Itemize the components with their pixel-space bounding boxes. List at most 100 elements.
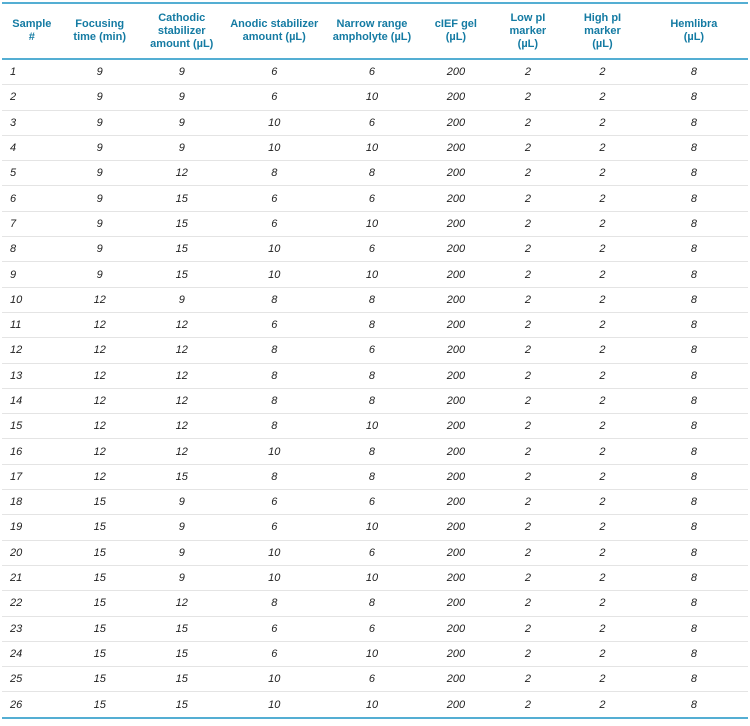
table-row: 26 15 15 10 10 200 2 2 8 [2,691,748,718]
cell-low_pi_marker: 2 [490,564,566,591]
cell-cief_gel: 200 [421,640,491,667]
cell-narrow_range_ampholyte: 10 [322,261,422,288]
cell-hemlibra: 8 [639,489,748,515]
cell-sample_number: 1 [10,66,17,79]
cell-cathodic_stabilizer_amount: 12 [137,590,226,617]
cell-cathodic_stabilizer_amount: 9 [137,109,226,136]
cell-anodic_stabilizer_amount: 8 [225,286,323,313]
cell-anodic_stabilizer_amount: 10 [225,564,323,591]
table-row: 10 12 9 8 8 200 2 2 8 [2,286,748,313]
cell-narrow_range_ampholyte: 6 [322,337,422,364]
cell-hemlibra: 8 [639,387,748,414]
cell-narrow_range_ampholyte: 6 [322,615,422,642]
cell-cathodic_stabilizer_amount: 9 [178,66,185,79]
cell-hemlibra: 8 [639,134,748,161]
cell-cief_gel: 200 [421,236,491,262]
cell-focusing_time: 9 [96,66,103,79]
cell-sample_number: 10 [2,286,62,313]
cell-sample_number: 13 [2,362,62,389]
cell-hemlibra: 8 [639,691,748,718]
cell-focusing_time: 12 [61,337,138,364]
cell-cief_gel: 200 [421,564,491,591]
cell-anodic_stabilizer_amount: 6 [271,66,278,79]
cell-sample_number: 9 [2,261,62,288]
cell-low_pi_marker: 2 [490,590,566,617]
cell-cief_gel: 200 [421,590,491,617]
cell-high_pi_marker: 2 [565,311,640,338]
column-header-cathodic_stabilizer_amount: Cathodic stabilizer amount (µL) [137,3,226,60]
cell-cathodic_stabilizer_amount: 15 [137,691,226,718]
table-row: 23 15 15 6 6 200 2 2 8 [2,615,748,642]
table-row: 2 9 9 6 10 200 2 2 8 [2,84,748,111]
cell-low_pi_marker: 2 [490,666,566,692]
cell-anodic_stabilizer_amount: 10 [225,438,323,465]
cell-hemlibra: 8 [639,337,748,364]
cell-focusing_time: 15 [61,590,138,617]
column-header-low_pi_marker: Low pI marker (µL) [490,3,566,60]
column-header-focusing_time: Focusing time (min) [61,3,138,60]
cell-focusing_time: 9 [61,210,138,237]
cell-cief_gel: 200 [421,261,491,288]
cell-hemlibra: 8 [639,261,748,288]
cell-hemlibra: 8 [639,666,748,692]
table-body: 1 9 9 6 6 200 2 2 8 2 9 9 6 10 200 2 2 8 3 9 9 10 6 200 2 2 8 4 9 9 10… [2,59,748,718]
cell-low_pi_marker: 2 [490,337,566,364]
cell-sample_number: 3 [2,109,62,136]
cell-anodic_stabilizer_amount: 10 [225,261,323,288]
cell-anodic_stabilizer_amount: 6 [225,84,323,111]
cell-high_pi_marker: 2 [565,84,640,111]
cell-focusing_time: 15 [61,539,138,566]
column-header-hemlibra: Hemlibra (µL) [639,3,748,60]
cell-high_pi_marker: 2 [565,236,640,262]
table-row: 24 15 15 6 10 200 2 2 8 [2,640,748,667]
cell-narrow_range_ampholyte: 8 [322,311,422,338]
table-row: 11 12 12 6 8 200 2 2 8 [2,311,748,338]
table-row: 25 15 15 10 6 200 2 2 8 [2,666,748,692]
cell-low_pi_marker: 2 [490,84,566,111]
cell-cathodic_stabilizer_amount: 15 [137,261,226,288]
cell-cief_gel: 200 [421,438,491,465]
cell-sample_number: 21 [2,564,62,591]
cell-anodic_stabilizer_amount: 6 [225,514,323,541]
table-row: 7 9 15 6 10 200 2 2 8 [2,210,748,237]
cell-narrow_range_ampholyte: 6 [322,236,422,262]
cell-high_pi_marker: 2 [565,539,640,566]
cell-high_pi_marker: 2 [565,362,640,389]
cell-sample_number: 11 [2,311,62,338]
cell-hemlibra: 8 [639,514,748,541]
cell-cief_gel: 200 [421,463,491,490]
cell-sample_number: 12 [2,337,62,364]
cell-anodic_stabilizer_amount: 6 [225,311,323,338]
cell-high_pi_marker: 2 [565,564,640,591]
cell-anodic_stabilizer_amount: 8 [225,413,323,439]
cell-cathodic_stabilizer_amount: 15 [137,210,226,237]
cell-cief_gel: 200 [421,691,491,718]
cell-focusing_time: 15 [61,514,138,541]
cell-cief_gel: 200 [421,387,491,414]
cell-anodic_stabilizer_amount: 6 [225,640,323,667]
cell-high_pi_marker: 2 [565,438,640,465]
table-row: 20 15 9 10 6 200 2 2 8 [2,539,748,566]
cell-narrow_range_ampholyte: 6 [322,109,422,136]
cell-hemlibra: 8 [639,539,748,566]
column-header-anodic_stabilizer_amount: Anodic stabilizer amount (µL) [225,3,323,60]
cell-anodic_stabilizer_amount: 8 [225,337,323,364]
cell-anodic_stabilizer_amount: 8 [225,463,323,490]
cell-anodic_stabilizer_amount: 8 [225,387,323,414]
cell-low_pi_marker: 2 [490,463,566,490]
cell-hemlibra: 8 [639,413,748,439]
cell-cathodic_stabilizer_amount: 15 [137,640,226,667]
cell-narrow_range_ampholyte: 10 [322,210,422,237]
cell-sample_number: 14 [2,387,62,414]
cell-narrow_range_ampholyte: 10 [322,84,422,111]
cell-cief_gel: 200 [421,160,491,186]
cell-cathodic_stabilizer_amount: 9 [137,514,226,541]
table-row: 9 9 15 10 10 200 2 2 8 [2,261,748,288]
cell-anodic_stabilizer_amount: 8 [225,160,323,186]
column-header-cief_gel: cIEF gel (µL) [421,3,491,60]
cell-cathodic_stabilizer_amount: 15 [137,666,226,692]
cell-sample_number: 5 [2,160,62,186]
cell-hemlibra: 8 [639,236,748,262]
cell-cief_gel: 200 [421,286,491,313]
